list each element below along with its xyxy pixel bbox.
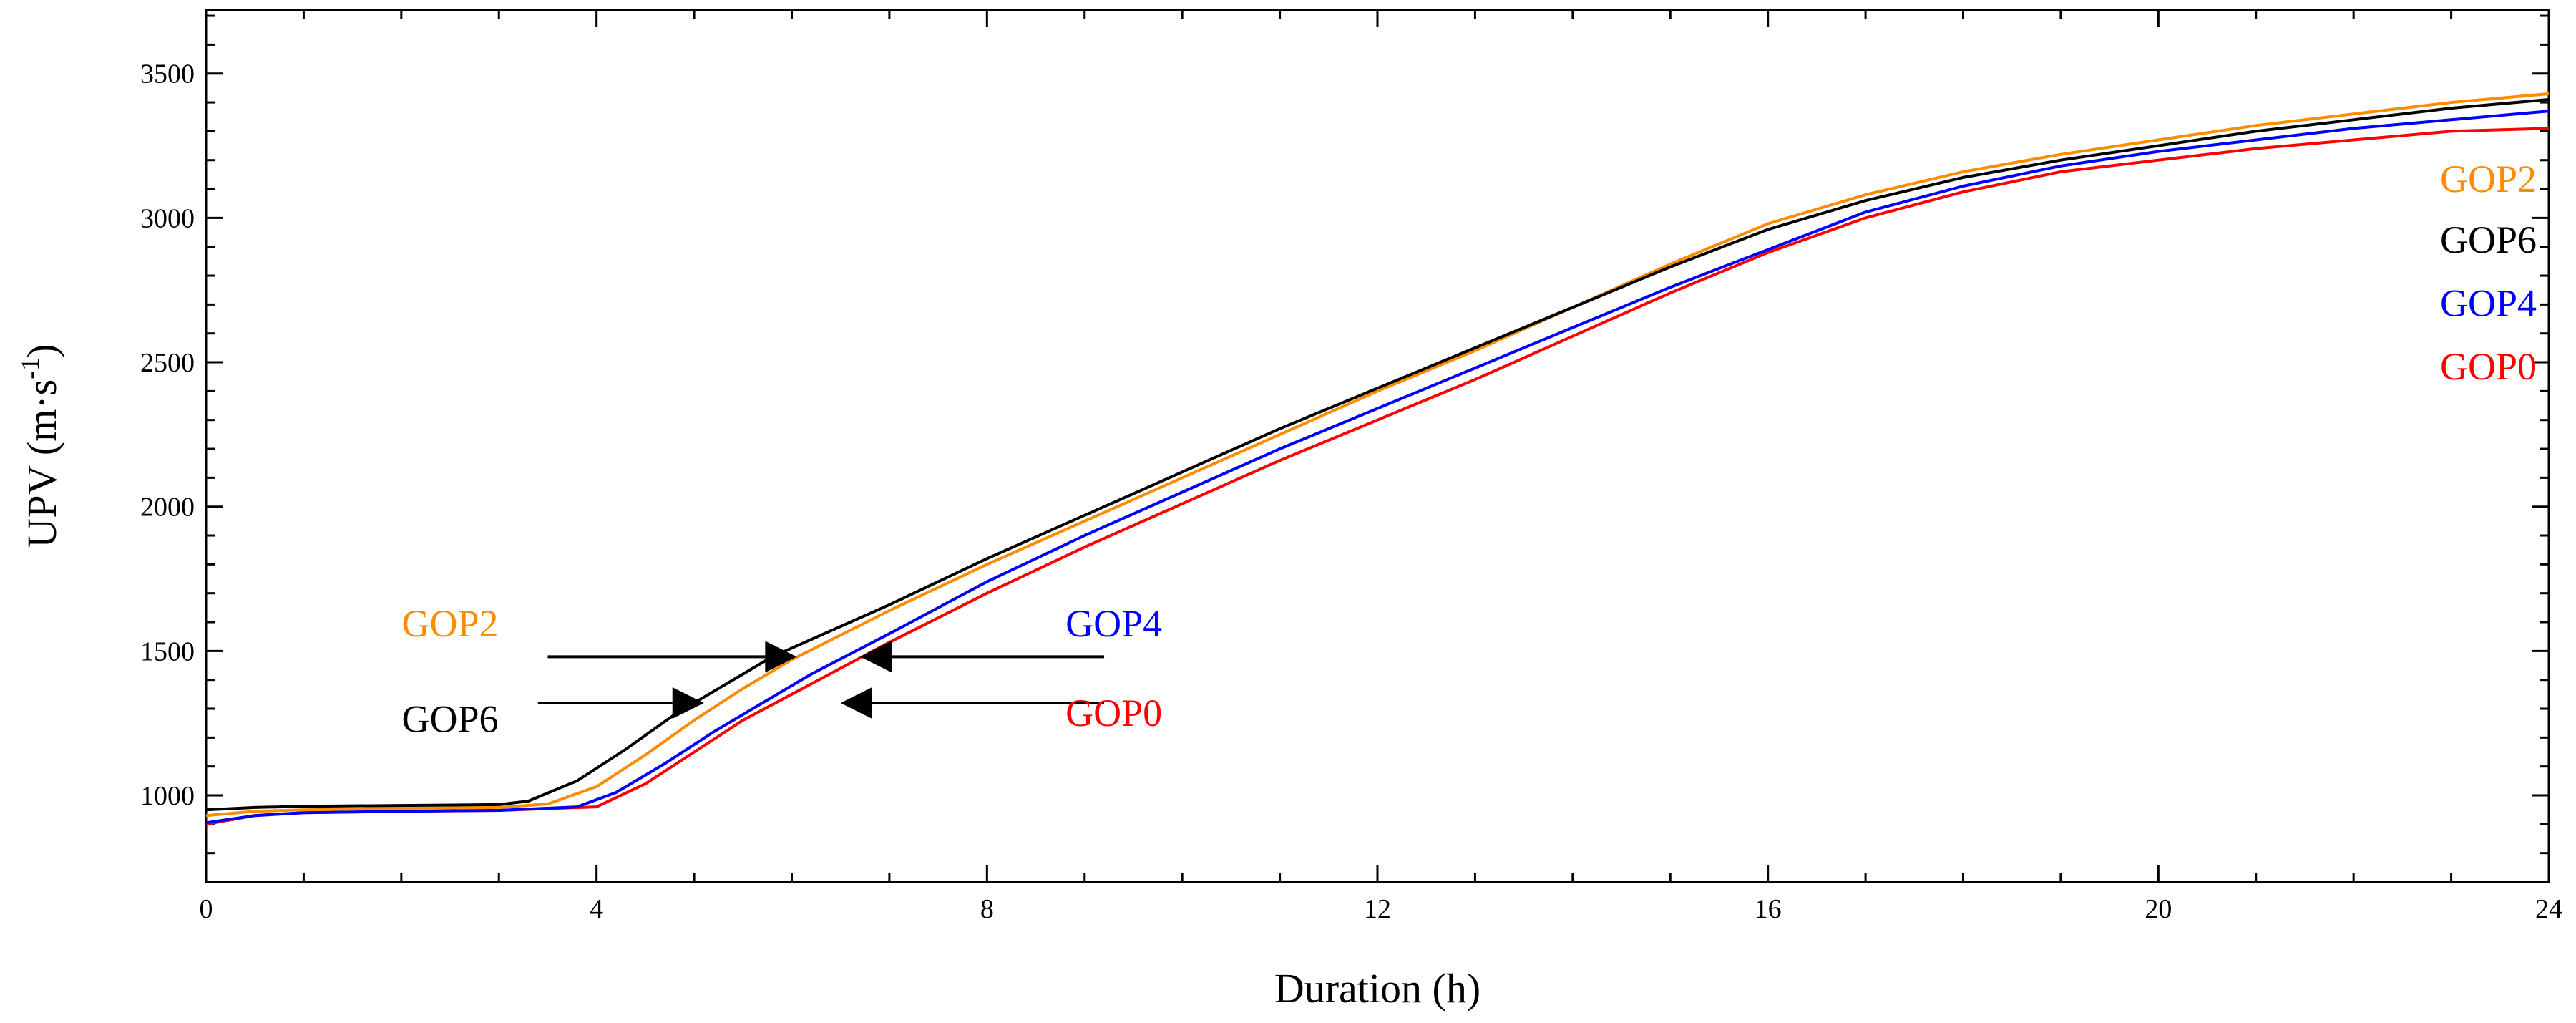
annotation-arrow-head-gop4 <box>859 641 892 673</box>
y-axis-title: UPV (m·s-1) <box>16 344 65 548</box>
annotation-arrow-head-gop0 <box>840 687 872 719</box>
y-tick-label: 3500 <box>140 59 195 89</box>
annotation-label-gop0: GOP0 <box>1065 692 1162 734</box>
series-line-gop0 <box>205 127 2550 826</box>
x-tick-label: 20 <box>2145 894 2172 924</box>
y-tick-label: 3000 <box>140 203 195 233</box>
x-tick-label: 8 <box>980 894 994 924</box>
y-axis-title-main: UPV (m·s <box>19 379 65 548</box>
x-tick-label: 0 <box>200 894 213 924</box>
series-line-gop4 <box>205 110 2550 825</box>
axis-ticks: 0 4 8 12 16 20 24 1000 1500 2000 2500 3000 3500 <box>140 10 2562 924</box>
x-tick-label: 4 <box>590 894 603 924</box>
y-tick-label: 1500 <box>140 636 195 666</box>
x-tick-label: 12 <box>1364 894 1391 924</box>
x-axis-title: Duration (h) <box>1274 965 1480 1012</box>
annotation-arrow-head-gop2 <box>765 641 797 673</box>
annotation-label-gop4: GOP4 <box>1065 602 1162 645</box>
x-tick-label: 16 <box>1755 894 1782 924</box>
series-label-gop0: GOP0 <box>2440 345 2537 388</box>
annotation-arrow-head-gop6 <box>672 687 704 719</box>
series-label-layer: GOP2 GOP6 GOP4 GOP0 <box>2440 157 2537 388</box>
y-tick-label: 2000 <box>140 493 195 523</box>
y-axis-title-close: ) <box>19 344 65 357</box>
x-tick-label: 24 <box>2535 894 2562 924</box>
series-label-gop2: GOP2 <box>2440 157 2537 200</box>
y-tick-label: 2500 <box>140 348 195 378</box>
series-layer <box>205 92 2550 826</box>
series-label-gop6: GOP6 <box>2440 218 2537 261</box>
annotation-label-gop2: GOP2 <box>402 602 499 645</box>
y-tick-label: 1000 <box>140 781 195 811</box>
annotation-layer: GOP2 GOP6 GOP4 GOP0 <box>402 602 1163 740</box>
series-label-gop4: GOP4 <box>2440 282 2537 325</box>
annotation-label-gop6: GOP6 <box>402 697 499 740</box>
series-line-gop2 <box>205 92 2550 818</box>
series-line-gop6 <box>205 98 2550 812</box>
y-axis-title-superscript: -1 <box>16 358 44 379</box>
